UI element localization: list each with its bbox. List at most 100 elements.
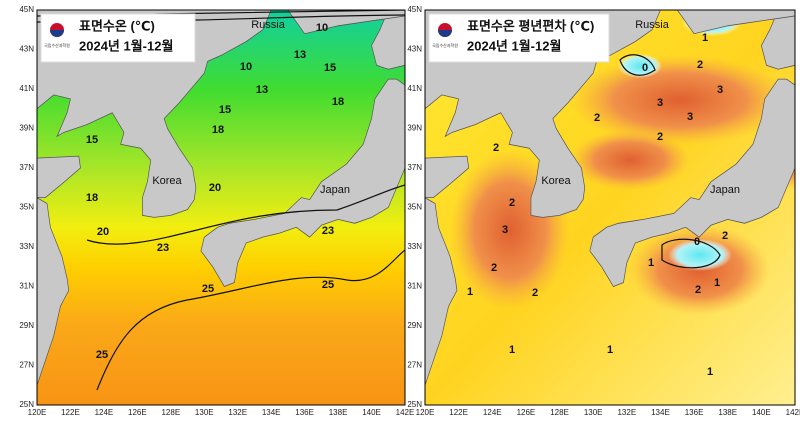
lat-label: 31N [19, 282, 34, 291]
map-period: 2024년 1월-12월 [467, 38, 561, 53]
contour-line [96, 249, 405, 391]
lon-label: 128E [161, 408, 180, 417]
lon-label: 136E [295, 408, 314, 417]
contour-label: 1 [509, 344, 515, 356]
lat-label: 35N [19, 203, 34, 212]
agency-name: 국립수산과학원 [432, 42, 458, 48]
contour-label: 1 [702, 32, 708, 44]
map-panel: 10 10 13 13 15 15 18 18 15 18 20 20 23 23 25 25 25 Russia… [19, 5, 414, 417]
place-name: Russia [635, 19, 670, 31]
lon-label: 122E [61, 408, 80, 417]
contour-label: 1 [707, 366, 713, 378]
contour-label: 25 [96, 349, 108, 361]
lon-label: 126E [517, 408, 536, 417]
lat-label: 33N [19, 242, 34, 251]
anomaly-region [618, 54, 662, 78]
map-period: 2024년 1월-12월 [79, 38, 173, 53]
title-box [428, 13, 610, 63]
landmass [589, 78, 795, 287]
landmass [37, 197, 70, 386]
contour-label: 2 [695, 284, 701, 296]
contour-label: 1 [607, 344, 613, 356]
lon-label: 138E [718, 408, 737, 417]
lon-label: 136E [685, 408, 704, 417]
contour-label: 13 [294, 49, 306, 61]
lat-label: 41N [19, 84, 34, 93]
logo-bottom [438, 30, 452, 37]
contour-label: 23 [322, 225, 334, 237]
place-name: Korea [152, 175, 182, 187]
lat-label: 25N [407, 400, 422, 409]
contour-label: 20 [97, 226, 109, 238]
lat-label: 45N [407, 5, 422, 14]
contour-label: 2 [491, 262, 497, 274]
title-box [40, 13, 196, 63]
contour-label: 15 [219, 104, 231, 116]
contour-label: 1 [714, 277, 720, 289]
lon-label: 134E [651, 408, 670, 417]
landmass [760, 10, 795, 70]
contour-label: 2 [532, 287, 538, 299]
landmass [676, 10, 795, 35]
lat-label: 27N [19, 361, 34, 370]
contour-label: 25 [202, 283, 214, 295]
contour-label: 15 [324, 62, 336, 74]
contour-label: 2 [722, 230, 728, 242]
lat-label: 31N [407, 282, 422, 291]
place-name: Japan [320, 184, 350, 196]
contour-label: 3 [657, 97, 663, 109]
place-name: Russia [251, 19, 286, 31]
lon-label: 132E [617, 408, 636, 417]
agency-name: 국립수산과학원 [44, 42, 70, 48]
contour-line [86, 184, 405, 245]
contour-label: 18 [86, 192, 98, 204]
contour-label: 10 [316, 22, 328, 34]
anomaly-region [570, 130, 690, 190]
anomaly-region [570, 55, 790, 145]
lat-label: 37N [407, 163, 422, 172]
lon-label: 140E [362, 408, 381, 417]
lon-label: 130E [584, 408, 603, 417]
landmass [200, 78, 405, 287]
lon-label: 128E [550, 408, 569, 417]
lon-label: 120E [416, 408, 435, 417]
anomaly-region [668, 239, 732, 271]
lon-label: 122E [449, 408, 468, 417]
landmass [37, 155, 81, 199]
contour-label: 15 [86, 134, 98, 146]
lon-label: 138E [329, 408, 348, 417]
contour-label: 25 [322, 279, 334, 291]
contour-line [619, 54, 656, 76]
contour-label: 2 [657, 131, 663, 143]
lon-label: 142E [786, 408, 800, 417]
contour-label: 2 [509, 197, 515, 209]
lat-label: 33N [407, 242, 422, 251]
lat-label: 29N [19, 321, 34, 330]
lon-label: 120E [28, 408, 47, 417]
map-frame [424, 9, 796, 406]
lon-label: 130E [195, 408, 214, 417]
contour-label: 1 [648, 257, 654, 269]
map-panel: 1 0 2 3 3 3 2 2 2 2 3 2 2 0 2 1 1 2 1 1 1 1 Russia Korea Japan 국립… [407, 5, 800, 417]
contour-line [661, 238, 721, 269]
contour-label: 2 [697, 59, 703, 71]
lat-label: 41N [407, 84, 422, 93]
contour-label: 1 [467, 286, 473, 298]
contour-label: 3 [717, 84, 723, 96]
lon-label: 132E [228, 408, 247, 417]
contour-label: 13 [256, 84, 268, 96]
place-name: Japan [710, 184, 740, 196]
contour-label: 3 [687, 111, 693, 123]
landmass [425, 197, 458, 386]
contour-label: 20 [209, 182, 221, 194]
landmass [425, 155, 470, 199]
contour-label: 18 [212, 124, 224, 136]
lat-label: 25N [19, 400, 34, 409]
lon-label: 124E [483, 408, 502, 417]
lat-label: 27N [407, 361, 422, 370]
lat-label: 35N [407, 203, 422, 212]
lat-label: 39N [407, 124, 422, 133]
lat-label: 43N [19, 45, 34, 54]
contour-label: 3 [502, 224, 508, 236]
lat-label: 29N [407, 321, 422, 330]
